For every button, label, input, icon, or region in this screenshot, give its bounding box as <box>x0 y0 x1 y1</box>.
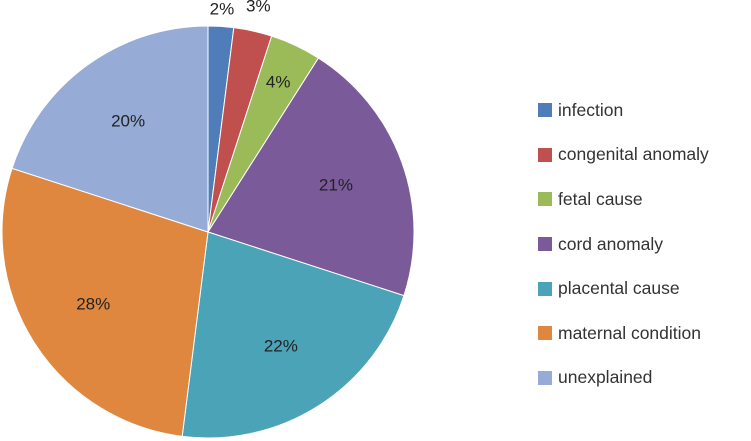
legend-swatch <box>538 370 552 385</box>
legend-label: unexplained <box>558 367 653 388</box>
legend-item-fetal-cause: fetal cause <box>538 177 709 222</box>
legend-item-infection: infection <box>538 88 709 133</box>
slice-label-cord-anomaly: 21% <box>319 175 353 194</box>
legend-label: cord anomaly <box>558 233 664 254</box>
legend-swatch <box>538 326 552 341</box>
slice-label-infection: 2% <box>210 0 235 18</box>
pie-slice-placental-cause <box>181 231 405 439</box>
pie-slice-cord-anomaly <box>207 57 415 297</box>
slice-label-maternal-condition: 28% <box>76 294 110 313</box>
legend-item-congenital-anomaly: congenital anomaly <box>538 133 709 178</box>
slice-label-unexplained: 20% <box>111 111 145 130</box>
legend-item-maternal-condition: maternal condition <box>538 311 709 356</box>
legend-swatch <box>538 281 552 296</box>
legend-label: infection <box>558 99 624 120</box>
legend-item-cord-anomaly: cord anomaly <box>538 222 709 267</box>
legend-item-placental-cause: placental cause <box>538 266 709 311</box>
legend-swatch <box>538 237 552 252</box>
legend-label: congenital anomaly <box>558 144 709 165</box>
slice-label-congenital-anomaly: 3% <box>246 0 271 15</box>
legend-swatch <box>538 192 552 207</box>
chart-legend: infection congenital anomaly fetal cause co… <box>538 88 709 400</box>
pie-slice-maternal-condition <box>1 167 209 437</box>
legend-label: fetal cause <box>558 188 643 209</box>
legend-label: placental cause <box>558 278 680 299</box>
legend-swatch <box>538 103 552 118</box>
pie-slice-unexplained <box>11 25 209 233</box>
slice-label-placental-cause: 22% <box>264 336 298 355</box>
slice-label-fetal-cause: 4% <box>266 72 291 91</box>
legend-item-unexplained: unexplained <box>538 356 709 401</box>
legend-swatch <box>538 147 552 162</box>
legend-label: maternal condition <box>558 322 701 343</box>
